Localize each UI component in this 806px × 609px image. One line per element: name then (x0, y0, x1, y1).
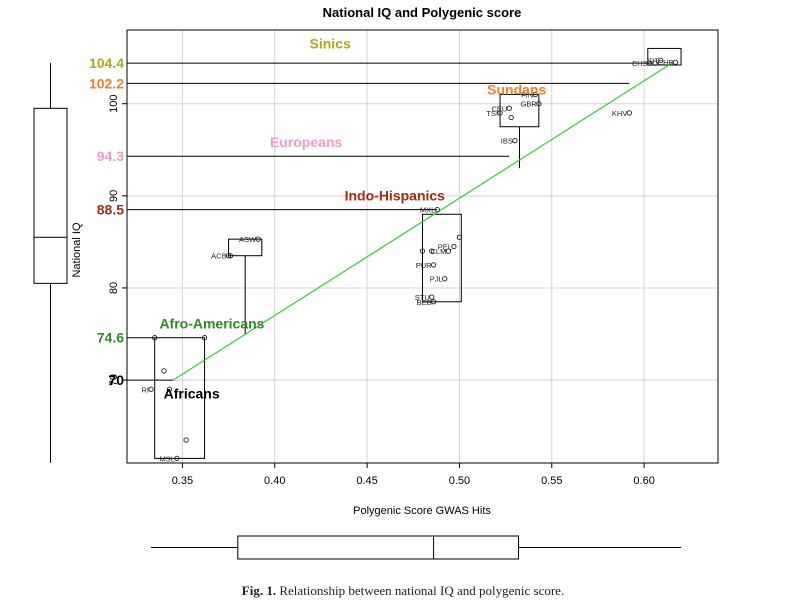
scatter-chart: National IQ and Polygenic score RI MSL ACB… (33, 5, 719, 560)
group-label-afro-americans: Afro-Americans (159, 315, 264, 331)
iq-value-label: 104.4 (89, 55, 124, 71)
y-tick-label: 90 (108, 190, 120, 202)
x-tick-label: 0.40 (264, 475, 285, 487)
iq-value-label: 94.3 (97, 148, 124, 164)
plot-frame (126, 29, 719, 464)
data-point (532, 91, 538, 98)
grid-lines (127, 30, 718, 463)
data-point (166, 386, 173, 392)
data-point (255, 236, 261, 242)
group-label-africans: Africans (164, 386, 220, 402)
y-tick-label: 80 (108, 282, 120, 294)
group-box-africans (154, 337, 206, 459)
data-point (456, 234, 463, 240)
data-point (442, 276, 448, 282)
group-boxes (154, 47, 682, 459)
data-point (225, 253, 232, 259)
x-tick-label: 0.35 (172, 475, 193, 487)
group-box-sinics (647, 47, 682, 66)
point-label: CEU (491, 104, 507, 113)
point-label: BEB (417, 298, 432, 307)
y-axis-ticks: 70 80 90 100 (108, 95, 127, 386)
point-label: MXL (420, 206, 435, 215)
data-point (508, 114, 514, 121)
point-label: ACB (211, 252, 226, 261)
point-label: PJL (430, 275, 443, 284)
group-labels: Sinics Sundans Europeans Indo-Hispanics Afro… (159, 35, 546, 401)
iq-value-labels: 104.4 102.2 94.3 88.5 74.6 70 (89, 55, 124, 388)
data-point (201, 335, 208, 341)
point-label: PUR (416, 261, 432, 270)
iq-value-label: 102.2 (89, 75, 124, 91)
caption-prefix: Fig. 1. (241, 583, 277, 598)
iq-value-label: 74.6 (97, 330, 124, 346)
data-point (445, 248, 452, 254)
data-point (626, 110, 632, 116)
point-label: JPT (645, 56, 659, 65)
y-axis-label: National IQ (71, 222, 83, 277)
group-label-europeans: Europeans (270, 134, 343, 150)
data-point (183, 437, 189, 443)
data-point (148, 386, 154, 392)
chart-title: National IQ and Polygenic score (323, 5, 522, 20)
marginal-boxplot-x (151, 535, 682, 560)
x-box-body (237, 535, 520, 560)
point-label: ASW (239, 235, 257, 244)
data-point (152, 335, 158, 341)
point-label: RI (142, 385, 150, 394)
x-tick-label: 0.50 (449, 475, 470, 487)
x-axis-ticks: 0.35 0.40 0.45 0.50 0.55 0.60 (172, 463, 655, 487)
y-box-body (33, 107, 68, 284)
data-point (652, 60, 658, 66)
data-point (451, 243, 457, 250)
point-label: GBR (521, 100, 538, 109)
data-point (161, 368, 167, 374)
point-label: FIN (521, 90, 533, 99)
data-point (647, 60, 653, 66)
data-point (536, 101, 542, 107)
data-point (429, 294, 435, 300)
data-points (148, 57, 679, 462)
point-label: IBS (501, 137, 513, 146)
caption-text: Relationship between national IQ and pol… (276, 583, 565, 598)
point-label: TSI (486, 109, 498, 118)
data-point (174, 455, 180, 462)
point-label: CLM (431, 247, 447, 256)
iq-value-label: 70 (108, 372, 124, 388)
point-label: CHB (658, 58, 674, 67)
data-point (497, 110, 503, 116)
y-tick-label: 70 (108, 374, 120, 386)
group-label-sinics: Sinics (310, 35, 351, 51)
figure-caption: Fig. 1. Relationship between national IQ… (0, 583, 806, 599)
data-point (430, 262, 437, 268)
data-point (430, 299, 437, 305)
point-label: MSL (159, 454, 174, 463)
data-point (672, 59, 679, 65)
data-point (512, 137, 518, 144)
group-label-sundans: Sundans (487, 81, 546, 97)
data-point (434, 206, 440, 213)
group-connector-lines (127, 62, 654, 381)
data-point (429, 248, 435, 254)
y-tick-label: 100 (108, 95, 120, 113)
data-point (506, 105, 512, 111)
regression-line-segment (172, 62, 673, 381)
x-tick-label: 0.60 (633, 475, 654, 487)
point-label: STU (415, 293, 430, 302)
point-label: KHV (612, 109, 627, 118)
point-label: PEL (438, 243, 452, 252)
x-tick-label: 0.45 (356, 475, 377, 487)
regression-line (172, 62, 673, 381)
data-point (227, 253, 234, 259)
x-tick-label: 0.55 (541, 475, 562, 487)
point-label: CHS (632, 59, 648, 68)
group-label-indo-hispanics: Indo-Hispanics (345, 187, 446, 203)
data-point (419, 248, 426, 254)
x-axis-label: Polygenic Score GWAS Hits (353, 505, 491, 517)
data-point (658, 57, 664, 64)
group-box-indo-hispanics (422, 213, 462, 303)
marginal-boxplot-y (33, 63, 68, 463)
iq-value-label: 88.5 (97, 202, 124, 218)
